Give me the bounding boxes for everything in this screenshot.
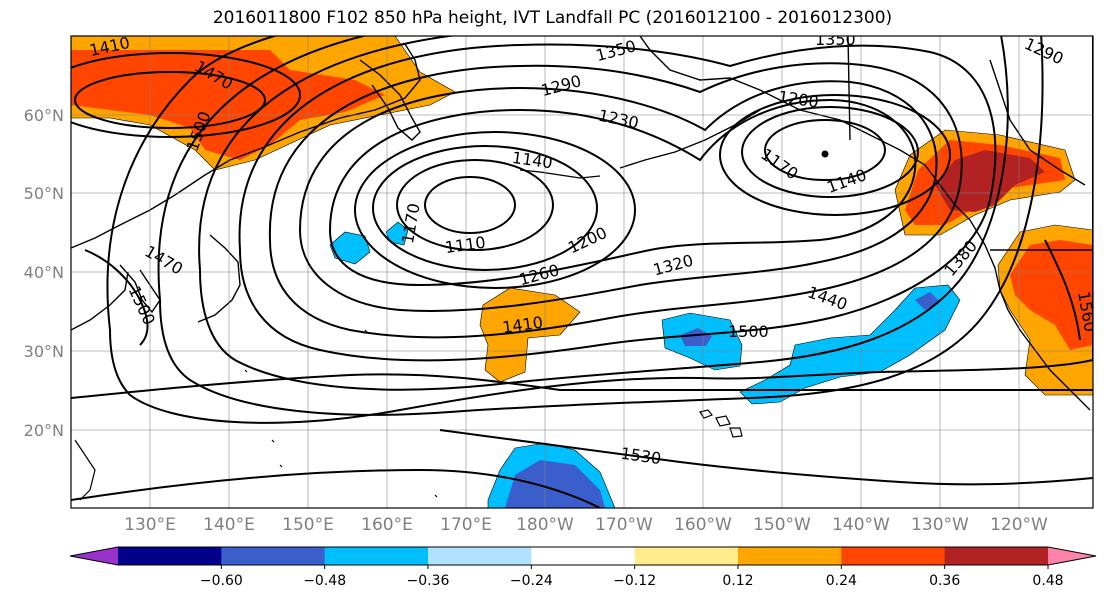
lon-label: 130°E: [124, 515, 176, 535]
shading-blue-hawaii-core: [680, 328, 712, 346]
contour-1290: [268, 62, 963, 339]
shading-blue-band-core: [915, 292, 940, 310]
colorbar-segment: [428, 547, 532, 565]
coast-japan: [197, 234, 241, 323]
contour-1440: [157, 36, 1044, 416]
lon-label: 180°W: [516, 515, 574, 535]
colorbar-tick-label: −0.60: [200, 573, 243, 589]
contour-label: 1500: [728, 322, 769, 341]
hawaii-2: [715, 415, 731, 427]
contour-1530: [71, 373, 1093, 399]
latitude-labels: 60°N 50°N 40°N 30°N 20°N: [24, 106, 64, 440]
lon-label: 150°W: [753, 515, 811, 535]
lon-label: 150°E: [282, 515, 334, 535]
contour-1380: [198, 36, 1009, 391]
shading-blue-small-1: [329, 231, 371, 265]
colorbar-segment: [944, 547, 1049, 565]
height-contours: [71, 36, 1093, 508]
contour-low-west-1170: [372, 145, 598, 271]
colorbar-outline: [69, 546, 1097, 566]
colorbar-tick-label: 0.36: [929, 573, 960, 589]
contour-1260: [298, 80, 938, 312]
lon-label: 160°E: [361, 515, 413, 535]
contour-high-1470: [74, 71, 266, 129]
contour-low-west-1140: [396, 159, 554, 251]
map-frame: [70, 35, 1094, 509]
colorbar-segment: [841, 547, 946, 565]
colorbar-tick-label: −0.48: [303, 573, 346, 589]
colorbar-segment: [324, 547, 429, 565]
contour-low-west-1200: [354, 131, 636, 289]
contour-label: 1350: [815, 30, 856, 49]
lon-label: 140°W: [832, 515, 890, 535]
colorbar-tick-label: 0.48: [1032, 573, 1063, 589]
colorbar-tick-label: −0.12: [613, 573, 656, 589]
lon-label: 170°W: [595, 515, 653, 535]
contour-west-1470-1500: [84, 249, 149, 346]
colorbar-segment: [221, 547, 326, 565]
contour-high-1410: [71, 52, 301, 138]
lat-label: 40°N: [24, 263, 64, 282]
contour-1500: [106, 36, 1093, 424]
colorbar-segment: [634, 547, 739, 565]
shading-red-westcoast: [1010, 240, 1093, 350]
colorbar-segment: [118, 547, 222, 565]
hawaii-3: [729, 427, 743, 438]
contour-low-east-1200: [719, 94, 951, 216]
colorbar-extension-low: [70, 547, 118, 565]
pacific-islands: [244, 329, 438, 498]
lon-label: 160°W: [674, 515, 732, 535]
coast-asia: [71, 43, 421, 249]
colorbar-extension-high: [1048, 547, 1096, 565]
lat-label: 20°N: [24, 421, 64, 440]
coast-bc: [989, 59, 1086, 186]
philippines: [74, 439, 96, 501]
contour-1530-south: [439, 429, 1093, 486]
lon-label: 140°E: [203, 515, 255, 535]
contour-low-east-1140: [764, 119, 886, 181]
aleutians: [519, 169, 601, 179]
lon-label: 170°E: [440, 515, 492, 535]
colorbar-tick-label: 0.24: [826, 573, 857, 589]
contour-1560: [1044, 239, 1081, 341]
contour-low-west-1110: [424, 176, 516, 234]
colorbar-tick-label: −0.36: [407, 573, 450, 589]
colorbar: −0.60 −0.48 −0.36 −0.24 −0.12 0.12 0.24 0.36 0.4…: [69, 546, 1097, 589]
shading-blue-south-core: [505, 460, 605, 508]
map-title: 2016011800 F102 850 hPa height, IVT Land…: [212, 8, 893, 28]
colorbar-segment: [531, 547, 636, 565]
contour-1230: [328, 98, 917, 287]
lon-label: 120°W: [990, 515, 1048, 535]
ivt-shading-positive: [71, 36, 1093, 396]
longitude-labels: 130°E 140°E 150°E 160°E 170°E 180°W 170°…: [124, 515, 1048, 535]
colorbar-segment: [738, 547, 842, 565]
lon-label: 130°W: [911, 515, 969, 535]
contour-south-lower: [71, 468, 601, 508]
low-centers: [821, 150, 829, 158]
colorbar-tick-label: 0.12: [722, 573, 753, 589]
contour-1320: [238, 43, 997, 362]
lat-label: 50°N: [24, 184, 64, 203]
lat-label: 30°N: [24, 342, 64, 361]
coast-north-america: [954, 204, 1091, 411]
lat-label: 60°N: [24, 106, 64, 125]
colorbar-tick-label: −0.24: [510, 573, 553, 589]
contour-low-east-1170: [741, 106, 919, 198]
coast-china: [71, 271, 129, 331]
ivt-shading-negative: [329, 221, 961, 508]
